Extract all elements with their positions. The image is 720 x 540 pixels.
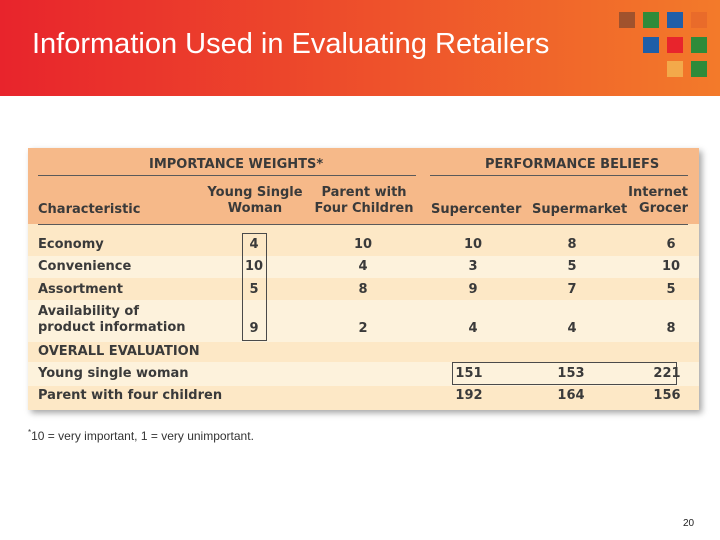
table-row-band: [28, 362, 699, 386]
young-woman-weights-box: [242, 233, 267, 341]
cell-supercenter: 9: [468, 282, 478, 297]
table-row-band: [28, 300, 699, 342]
cell-parent-weight: 10: [353, 237, 373, 252]
column-header-parent: Parent with Four Children: [312, 185, 416, 217]
decor-square: [667, 37, 683, 53]
column-header-line: Woman: [227, 201, 283, 216]
row-label-line: product information: [38, 320, 186, 335]
cell-internet: 5: [666, 282, 676, 297]
decor-square: [691, 37, 707, 53]
decor-square: [643, 12, 659, 28]
cell-internet: 221: [653, 366, 681, 381]
column-header-supermarket: Supermarket: [532, 202, 628, 217]
footnote: *10 = very important, 1 = very unimporta…: [28, 428, 254, 443]
decor-square: [667, 12, 683, 28]
page-number: 20: [683, 518, 695, 529]
row-label: Young single woman: [38, 366, 189, 381]
page-title: Information Used in Evaluating Retailers: [32, 28, 550, 60]
column-header-characteristic: Characteristic: [38, 202, 141, 217]
cell-internet: 6: [666, 237, 676, 252]
decor-square: [643, 37, 659, 53]
cell-young-weight: 10: [244, 259, 264, 274]
column-header-line: Grocer: [639, 201, 688, 216]
row-label: Assortment: [38, 282, 123, 297]
column-header-line: Parent with: [321, 185, 407, 200]
cell-parent-weight: 2: [358, 321, 368, 336]
column-header-internet-grocer: Internet Grocer: [618, 185, 688, 217]
cell-young-weight: 5: [249, 282, 259, 297]
footnote-marker: *: [28, 428, 32, 437]
young-woman-overall-box: [452, 362, 677, 385]
column-header-line: Four Children: [314, 201, 414, 216]
header-rule: [430, 175, 688, 176]
cell-internet: 10: [661, 259, 681, 274]
cell-supercenter: 10: [463, 237, 483, 252]
cell-parent-weight: 8: [358, 282, 368, 297]
header-rule: [38, 224, 688, 225]
title-bar: [0, 0, 720, 96]
decor-square: [691, 12, 707, 28]
cell-supercenter: 4: [468, 321, 478, 336]
cell-supercenter: 192: [455, 388, 483, 403]
cell-supermarket: 153: [557, 366, 585, 381]
cell-supermarket: 8: [567, 237, 577, 252]
cell-supercenter: 3: [468, 259, 478, 274]
row-label: Economy: [38, 237, 104, 252]
overall-evaluation-heading: OVERALL EVALUATION: [38, 344, 200, 359]
row-label: Convenience: [38, 259, 132, 274]
performance-beliefs-heading: PERFORMANCE BELIEFS: [485, 157, 660, 172]
row-label-line: Availability of: [38, 304, 140, 319]
column-header-line: Young Single: [207, 185, 303, 200]
cell-supercenter: 151: [455, 366, 483, 381]
cell-young-weight: 9: [249, 321, 259, 336]
cell-internet: 156: [653, 388, 681, 403]
footnote-text: 10 = very important, 1 = very unimportan…: [31, 429, 254, 443]
column-header-line: Internet: [628, 185, 688, 200]
row-label: Availability of product information: [38, 304, 186, 336]
decor-square: [667, 61, 683, 77]
importance-weights-heading: IMPORTANCE WEIGHTS*: [149, 157, 324, 172]
column-header-young-woman: Young Single Woman: [205, 185, 305, 217]
cell-parent-weight: 4: [358, 259, 368, 274]
table-row-band: [28, 256, 699, 278]
cell-supermarket: 7: [567, 282, 577, 297]
cell-young-weight: 4: [249, 237, 259, 252]
decor-square: [619, 12, 635, 28]
table-header-band: [28, 148, 699, 224]
cell-supermarket: 164: [557, 388, 585, 403]
row-label: Parent with four children: [38, 388, 223, 403]
cell-internet: 8: [666, 321, 676, 336]
column-header-supercenter: Supercenter: [431, 202, 522, 217]
header-rule: [38, 175, 416, 176]
cell-supermarket: 5: [567, 259, 577, 274]
decor-square: [691, 61, 707, 77]
cell-supermarket: 4: [567, 321, 577, 336]
